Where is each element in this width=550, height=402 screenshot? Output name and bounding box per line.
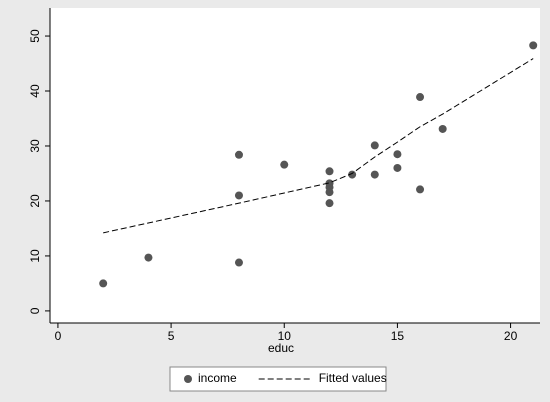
point (144, 253, 153, 262)
x-tick-label: 20 (504, 329, 518, 343)
y-tick-label: 10 (28, 249, 42, 263)
point (393, 150, 402, 159)
y-tick-label: 20 (28, 194, 42, 208)
x-tick-label: 15 (391, 329, 405, 343)
x-tick-label: 0 (55, 329, 62, 343)
point (234, 150, 243, 159)
point (348, 170, 357, 179)
point (393, 163, 402, 172)
plot-area (50, 8, 540, 323)
y-tick-label: 50 (28, 29, 42, 43)
x-axis-title: educ (268, 341, 294, 355)
point (370, 141, 379, 150)
fitted-line (103, 58, 534, 234)
point (325, 199, 334, 208)
y-tick-label: 30 (28, 139, 42, 153)
point (234, 258, 243, 267)
point (370, 170, 379, 179)
point (99, 279, 108, 288)
x-tick-label: 5 (168, 329, 175, 343)
point (416, 185, 425, 194)
point (438, 124, 447, 133)
point (234, 191, 243, 200)
legend-marker (184, 375, 192, 383)
point (325, 167, 334, 176)
y-tick-label: 0 (28, 307, 42, 314)
x-tick-label: 10 (278, 329, 292, 343)
point (529, 41, 538, 50)
point (416, 93, 425, 102)
y-tick-label: 40 (28, 84, 42, 98)
legend-label: Fitted values (319, 371, 387, 385)
point (325, 188, 334, 197)
legend-label: income (198, 371, 237, 385)
point (280, 160, 289, 169)
